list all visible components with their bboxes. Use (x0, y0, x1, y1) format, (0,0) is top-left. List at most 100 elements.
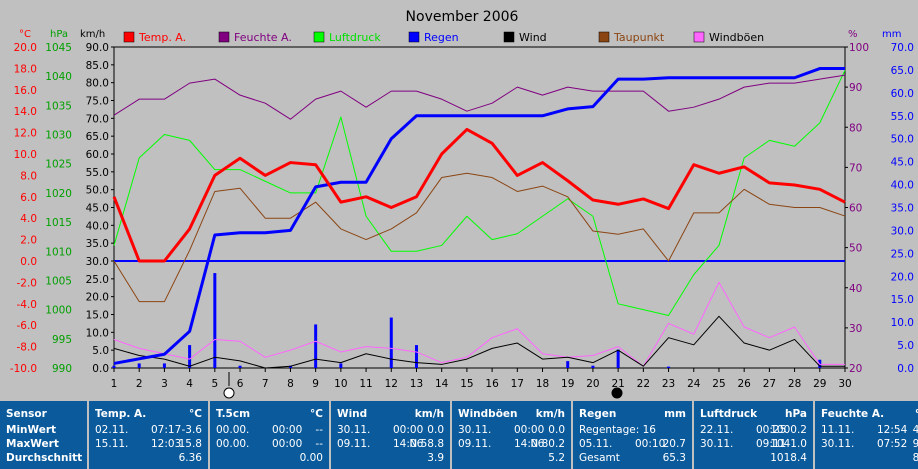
stats-cell: 1018.4 (770, 452, 807, 464)
stats-column-header: Sensor (6, 408, 81, 421)
stats-cell: 96 (912, 438, 918, 450)
daily-rain-bar (213, 273, 217, 368)
temp-axis-tick: 8.0 (20, 170, 37, 182)
rain-axis-tick: 35.0 (891, 203, 914, 215)
x-axis-tick: 20 (586, 378, 599, 390)
plot-area (112, 67, 846, 369)
humidity-axis-unit: % (848, 29, 858, 40)
gust-series-line (113, 281, 845, 367)
stats-cell: -- (315, 438, 323, 450)
stats-cell: 00:10 (635, 438, 666, 450)
stats-header-label: Sensor (6, 408, 47, 420)
stats-row: 05.11. 00:10 20.7 (579, 438, 686, 451)
stats-column-header: T.5cm °C (216, 408, 323, 421)
legend-swatch (693, 31, 705, 43)
humidity-series-line (113, 74, 846, 120)
daily-rain-bar (591, 365, 595, 368)
daily-rain-bar (339, 363, 343, 368)
rain-axis-tick: 20.0 (891, 271, 914, 283)
stats-cell: 1041.0 (770, 438, 807, 450)
wind-axis-unit: km/h (80, 29, 105, 40)
legend-swatch (503, 31, 515, 43)
legend-swatch (598, 31, 610, 43)
humidity-axis-tick: 60 (849, 203, 862, 215)
humidity-axis-tick: 70 (849, 162, 862, 174)
stats-row: 00.00. 00:00 -- (216, 438, 323, 451)
stats-header-label: Luftdruck (700, 408, 758, 420)
stats-cell: Regentage: 16 (579, 424, 656, 436)
stats-cell: -3.6 (181, 424, 203, 436)
stats-header-unit: % (915, 408, 918, 420)
stats-cell: 47 (912, 424, 918, 436)
stats-cell: 6.36 (178, 452, 202, 464)
stats-row: 30.11. 00:00 0.0 (337, 424, 444, 437)
wind-axis-tick: 85.0 (86, 60, 109, 72)
column-separator (450, 401, 452, 469)
temp-axis-unit: °C (19, 29, 31, 40)
stats-cell: 07:52 (877, 438, 908, 450)
x-axis-tick: 7 (262, 378, 269, 390)
stats-row: 5.2 (458, 452, 565, 465)
x-axis-tick: 12 (385, 378, 398, 390)
x-axis-tick: 23 (662, 378, 675, 390)
stats-cell: 5.2 (548, 452, 565, 464)
stats-column-header: Wind km/h (337, 408, 444, 421)
stats-cell: 00:00 (393, 424, 424, 436)
wind-axis-tick: 65.0 (86, 131, 109, 143)
daily-rain-bar (238, 365, 242, 368)
stats-header-label: T.5cm (216, 408, 251, 420)
daily-rain-bar (162, 363, 166, 368)
stats-row: 11.11. 12:54 47 (821, 424, 918, 437)
daily-rain-bar (188, 345, 192, 368)
wind-axis-tick: 70.0 (86, 113, 109, 125)
stats-cell: 30.11. (337, 424, 371, 436)
rain-cumulative-line (113, 67, 845, 365)
stats-cell: 15.11. (95, 438, 129, 450)
wind-axis-tick: 50.0 (86, 185, 109, 197)
rain-axis-tick: 65.0 (891, 65, 914, 77)
legend-label: Temp. A. (138, 31, 186, 44)
stats-cell: 02.11. (95, 424, 129, 436)
temp-axis-tick: 20.0 (14, 42, 37, 54)
temp-axis-tick: 4.0 (20, 213, 37, 225)
rain-axis-tick: 60.0 (891, 88, 914, 100)
stats-column: Temp. A. °C 02.11. 07:17 -3.6 15.11. 12:03 15.8… (89, 401, 208, 469)
x-axis-tick: 25 (712, 378, 725, 390)
dewpoint-series-line (113, 172, 846, 303)
daily-rain-bar (667, 366, 671, 368)
humidity-axis-tick: 40 (849, 283, 862, 295)
x-axis-tick: 26 (737, 378, 751, 390)
rain-axis-tick: 0.0 (897, 363, 914, 375)
legend-swatch (123, 31, 135, 43)
stats-cell: 09:11 (756, 438, 787, 450)
column-separator (692, 401, 694, 469)
stats-cell: 12:54 (877, 424, 908, 436)
temp-axis-tick: -10.0 (10, 363, 37, 375)
legend-label: Luftdruck (329, 31, 381, 44)
stats-column-header: Windböen km/h (458, 408, 565, 421)
stats-cell: 83 (912, 452, 918, 464)
stats-row: 0.00 (216, 452, 323, 465)
x-axis-tick: 17 (511, 378, 524, 390)
daily-rain-bar (288, 365, 292, 368)
legend-label: Taupunkt (613, 31, 665, 44)
rain-axis-tick: 30.0 (891, 225, 914, 237)
stats-row: 09.11. 14:06 N 58.8 (337, 438, 444, 451)
wind-axis-tick: 20.0 (86, 292, 109, 304)
stats-header-unit: °C (189, 408, 202, 420)
x-axis-tick: 8 (287, 378, 294, 390)
stats-cell: Gesamt (579, 452, 620, 464)
legend-swatch (218, 31, 230, 43)
column-separator (208, 401, 210, 469)
x-axis-tick: 11 (359, 378, 372, 390)
stats-column-header: Regen mm (579, 408, 686, 421)
temp-axis-tick: 16.0 (14, 85, 37, 97)
x-axis-tick: 5 (211, 378, 218, 390)
legend-label: Regen (424, 31, 459, 44)
pressure-axis-tick: 1015 (45, 217, 72, 229)
x-axis-tick: 29 (813, 378, 826, 390)
legend: Temp. A. Feuchte A. Luftdruck Regen Wind Taup… (123, 31, 764, 44)
daily-rain-bar (137, 363, 141, 368)
column-separator (813, 401, 815, 469)
x-axis-tick: 10 (334, 378, 347, 390)
